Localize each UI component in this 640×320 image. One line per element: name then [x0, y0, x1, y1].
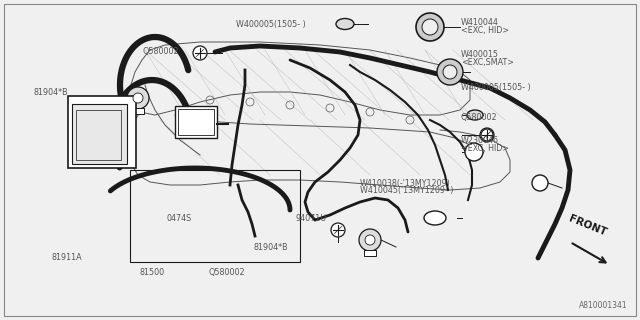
Text: W410038(-'13MY1209): W410038(-'13MY1209) [360, 179, 451, 188]
Circle shape [532, 175, 548, 191]
Text: 94071U: 94071U [296, 214, 327, 223]
Circle shape [443, 65, 457, 79]
Text: 81500: 81500 [140, 268, 165, 277]
Text: W400005(1505- ): W400005(1505- ) [236, 20, 305, 28]
Circle shape [437, 59, 463, 85]
Text: Q580002: Q580002 [209, 268, 246, 277]
Text: A810001341: A810001341 [579, 301, 628, 310]
Circle shape [465, 143, 483, 161]
Text: <EXC, HID>: <EXC, HID> [461, 26, 509, 35]
Text: Q580002: Q580002 [142, 47, 179, 56]
Ellipse shape [336, 19, 354, 29]
Bar [364, 250, 376, 256]
Text: W410045('13MY1209- ): W410045('13MY1209- ) [360, 186, 453, 195]
Bar [130, 170, 300, 262]
Circle shape [127, 87, 149, 109]
Text: FRONT: FRONT [567, 214, 608, 238]
Text: 0474S: 0474S [166, 214, 191, 223]
Circle shape [331, 223, 345, 237]
Bar [175, 106, 217, 138]
Bar [76, 110, 121, 160]
Ellipse shape [424, 211, 446, 225]
Text: 81904*B: 81904*B [33, 88, 68, 97]
Text: W400015: W400015 [461, 50, 499, 59]
Circle shape [365, 235, 375, 245]
Text: 81911A: 81911A [51, 253, 82, 262]
Circle shape [193, 46, 207, 60]
Circle shape [416, 13, 444, 41]
Circle shape [359, 229, 381, 251]
Bar [68, 96, 136, 168]
Circle shape [480, 128, 494, 142]
Circle shape [133, 93, 143, 103]
Text: <EXC, HID>: <EXC, HID> [461, 144, 509, 153]
Text: 81904*B: 81904*B [253, 243, 288, 252]
Text: W230046: W230046 [461, 136, 499, 145]
Ellipse shape [467, 110, 483, 120]
Text: Q580002: Q580002 [461, 113, 497, 122]
Text: <EXC,SMAT>: <EXC,SMAT> [461, 58, 514, 67]
Text: W410044: W410044 [461, 18, 499, 27]
Circle shape [422, 19, 438, 35]
Bar [178, 109, 214, 135]
Text: W400005(1505- ): W400005(1505- ) [461, 83, 531, 92]
Circle shape [481, 129, 493, 141]
Bar [132, 108, 144, 114]
Bar [72, 104, 127, 164]
